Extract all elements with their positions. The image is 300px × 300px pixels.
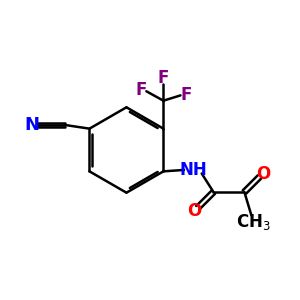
Text: F: F — [180, 86, 191, 104]
Text: F: F — [135, 81, 147, 99]
Text: O: O — [256, 164, 270, 182]
Text: NH: NH — [180, 161, 208, 179]
Text: O: O — [187, 202, 202, 220]
Text: CH$_3$: CH$_3$ — [236, 212, 271, 232]
Text: N: N — [24, 116, 39, 134]
Text: F: F — [158, 69, 169, 87]
